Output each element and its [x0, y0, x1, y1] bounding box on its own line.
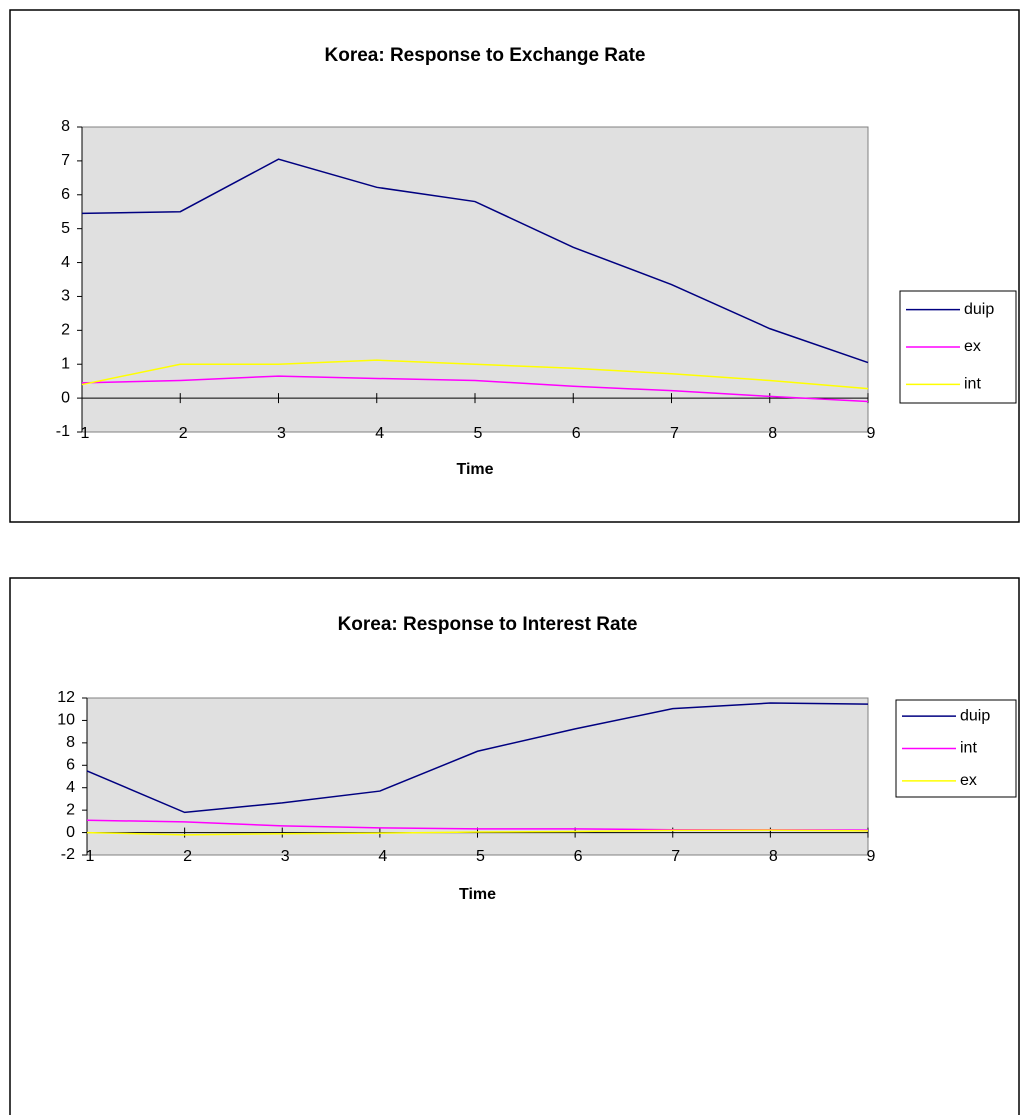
y-tick-label: 4: [66, 779, 75, 796]
series-line: [81, 158, 869, 364]
y-tick-label: 8: [61, 118, 70, 135]
y-tick-label: 0: [66, 824, 75, 841]
legend-label: ex: [964, 338, 981, 355]
y-tick-label: 0: [61, 389, 70, 406]
legend-label: duip: [960, 707, 990, 724]
chart-title: Korea: Response to Interest Rate: [338, 614, 638, 635]
y-tick-label: 12: [57, 689, 75, 706]
y-tick-label: 5: [61, 220, 70, 237]
legend-label: int: [960, 740, 977, 757]
x-tick-label: 5: [474, 425, 483, 442]
y-tick-label: -2: [61, 846, 75, 863]
x-tick-label: 3: [281, 848, 290, 865]
x-tick-label: 7: [670, 425, 679, 442]
legend-label: ex: [960, 772, 977, 789]
x-tick-label: 8: [768, 425, 777, 442]
y-tick-label: 7: [61, 152, 70, 169]
x-tick-label: 4: [378, 848, 387, 865]
x-tick-label: 6: [574, 848, 583, 865]
y-tick-label: -1: [56, 423, 70, 440]
y-tick-label: 2: [66, 801, 75, 818]
x-axis-title: Time: [459, 886, 496, 903]
x-tick-label: 2: [183, 848, 192, 865]
x-tick-label: 2: [179, 425, 188, 442]
y-tick-label: 10: [57, 712, 75, 729]
y-tick-label: 4: [61, 254, 70, 271]
x-axis-title: Time: [456, 461, 493, 478]
y-tick-label: 1: [61, 355, 70, 372]
x-tick-label: 7: [671, 848, 680, 865]
series-line: [86, 829, 869, 836]
x-tick-label: 9: [867, 848, 876, 865]
x-tick-label: 4: [375, 425, 384, 442]
x-tick-label: 1: [81, 425, 90, 442]
legend-label: duip: [964, 301, 994, 318]
legend-label: int: [964, 376, 981, 393]
y-tick-label: 8: [66, 734, 75, 751]
y-tick-label: 2: [61, 322, 70, 339]
x-tick-label: 5: [476, 848, 485, 865]
x-tick-label: 1: [86, 848, 95, 865]
x-tick-label: 9: [867, 425, 876, 442]
y-tick-label: 6: [61, 186, 70, 203]
x-tick-label: 3: [277, 425, 286, 442]
y-tick-label: 3: [61, 288, 70, 305]
x-tick-label: 8: [769, 848, 778, 865]
series-line: [81, 359, 869, 390]
series-line: [81, 375, 869, 403]
plot-area: [81, 126, 869, 433]
series-line: [86, 702, 869, 814]
y-tick-label: 6: [66, 757, 75, 774]
chart-title: Korea: Response to Exchange Rate: [325, 45, 646, 66]
x-tick-label: 6: [572, 425, 581, 442]
